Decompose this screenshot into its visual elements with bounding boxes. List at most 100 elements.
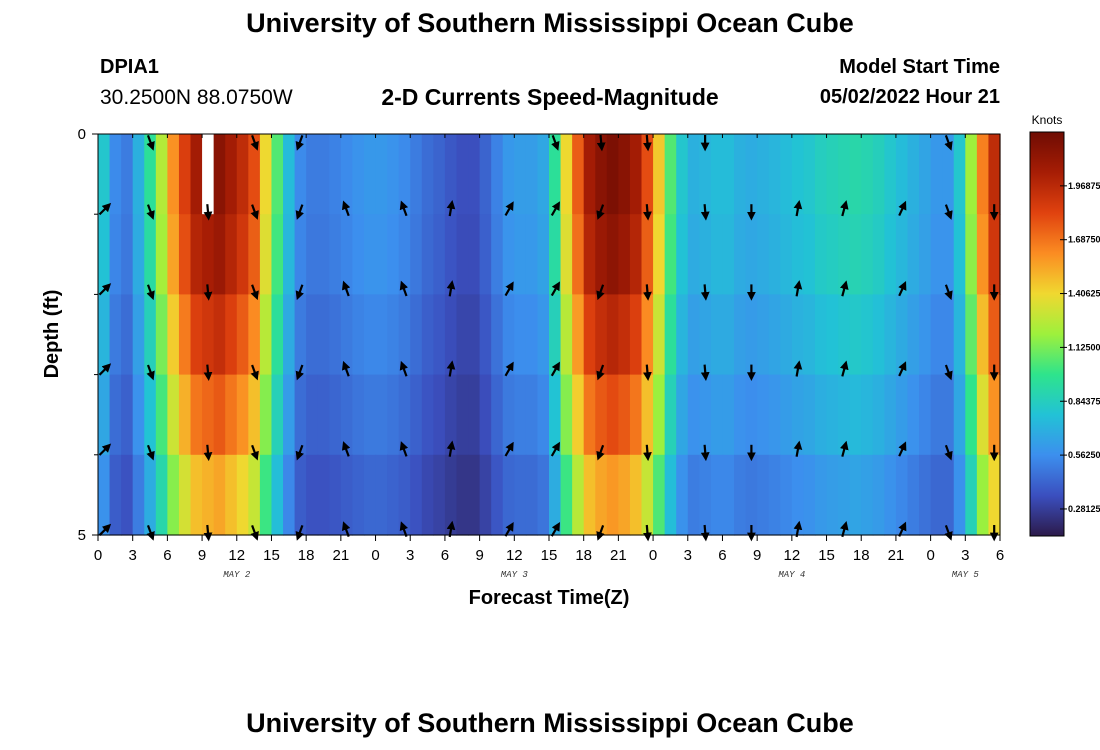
heatmap-cell <box>583 454 596 536</box>
heatmap-cell <box>595 214 608 295</box>
footer-title: University of Southern Mississippi Ocean… <box>246 708 854 738</box>
day-label: MAY 2 <box>223 570 251 580</box>
heatmap-cell <box>838 374 851 456</box>
heatmap-cell <box>225 294 238 376</box>
x-tick-label: 18 <box>853 547 870 564</box>
heatmap-cell <box>340 454 354 536</box>
heatmap-cell <box>780 454 793 536</box>
heatmap-cell <box>468 294 481 376</box>
heatmap-cell <box>421 134 434 215</box>
heatmap-cell <box>98 454 111 536</box>
heatmap-cell <box>930 374 943 456</box>
x-tick-label: 15 <box>818 547 835 564</box>
heatmap-cell <box>722 454 735 536</box>
x-tick-label: 15 <box>263 547 280 564</box>
heatmap-cell <box>791 454 805 536</box>
x-tick-label: 0 <box>371 547 379 564</box>
heatmap-cell <box>167 374 180 456</box>
heatmap-cell <box>352 294 365 376</box>
heatmap-cell <box>236 294 249 376</box>
heatmap-cell <box>849 374 862 456</box>
heatmap-cell <box>826 374 839 456</box>
heatmap-cell <box>375 214 388 295</box>
heatmap-cell <box>329 454 342 536</box>
heatmap-cell <box>641 134 654 215</box>
current-arrow <box>446 360 456 377</box>
heatmap-cell <box>306 374 319 456</box>
heatmap-cell <box>907 294 920 376</box>
heatmap-cell <box>953 374 966 456</box>
heatmap-cell <box>849 214 862 295</box>
heatmap-cell <box>965 374 978 456</box>
heatmap-cell <box>653 214 666 295</box>
heatmap-cell <box>583 294 596 376</box>
heatmap-cell <box>468 134 481 215</box>
heatmap-cell <box>514 454 527 536</box>
heatmap-cell <box>849 134 862 215</box>
current-arrow <box>793 360 803 377</box>
heatmap-cell <box>283 134 296 215</box>
heatmap-cell <box>525 134 539 215</box>
heatmap-cell <box>930 294 943 376</box>
heatmap-cell <box>514 294 527 376</box>
heatmap-cell <box>468 374 481 456</box>
current-arrow <box>399 521 409 537</box>
x-tick-label: 6 <box>441 547 449 564</box>
heatmap-cell <box>549 454 562 536</box>
heatmap-cell <box>710 134 724 215</box>
heatmap-cell <box>283 214 296 295</box>
colorbar-tick-label: 1.96875 <box>1068 181 1100 191</box>
current-arrow <box>146 204 155 220</box>
heatmap-cell <box>537 454 550 536</box>
station-coordinates: 30.2500N 88.0750W <box>100 86 293 109</box>
current-arrow <box>98 523 112 536</box>
heatmap-cell <box>514 374 527 456</box>
heatmap-cell <box>155 374 168 456</box>
heatmap-cell <box>653 134 666 215</box>
heatmap-cell <box>676 454 689 536</box>
current-arrow <box>700 444 710 462</box>
heatmap-cell <box>560 294 573 376</box>
heatmap-cell <box>363 454 377 536</box>
x-tick-label: 0 <box>94 547 102 564</box>
x-tick-label: 18 <box>298 547 315 564</box>
heatmap-cell <box>814 214 828 295</box>
heatmap-cell <box>132 294 145 376</box>
heatmap-cell <box>722 374 735 456</box>
heatmap-cell <box>178 374 192 456</box>
current-arrow <box>146 444 155 461</box>
heatmap-cell <box>491 374 504 456</box>
heatmap-cell <box>641 294 654 376</box>
heatmap-cell <box>340 214 354 295</box>
heatmap-cell <box>525 454 539 536</box>
current-arrow <box>643 204 652 221</box>
heatmap-cell <box>387 454 400 536</box>
x-tick-label: 0 <box>926 547 934 564</box>
current-arrow <box>793 520 803 538</box>
current-arrow <box>399 280 409 297</box>
current-arrow <box>399 360 409 377</box>
heatmap-cell <box>618 214 631 295</box>
heatmap-cell <box>676 294 689 376</box>
heatmap-cell <box>271 294 284 376</box>
colorbar-tick-label: 1.40625 <box>1068 289 1100 299</box>
current-arrow <box>898 521 907 537</box>
heatmap-cell <box>98 374 111 456</box>
current-arrow <box>146 364 155 381</box>
heatmap-cell <box>248 454 261 536</box>
heatmap-cell <box>641 374 654 456</box>
y-axis-title: Depth (ft) <box>41 290 63 379</box>
current-arrow <box>341 200 351 217</box>
current-arrow <box>643 364 652 381</box>
heatmap-cell <box>895 454 909 536</box>
current-arrow <box>504 281 514 297</box>
heatmap-cell <box>525 214 539 295</box>
heatmap-cell <box>838 454 851 536</box>
heatmap-cell <box>352 214 365 295</box>
heatmap-cell <box>444 454 458 536</box>
heatmap-cell <box>976 134 990 215</box>
heatmap-cell <box>629 294 643 376</box>
heatmap-cell <box>236 134 249 215</box>
current-arrow <box>399 200 409 217</box>
y-axis: 05 <box>78 126 98 544</box>
